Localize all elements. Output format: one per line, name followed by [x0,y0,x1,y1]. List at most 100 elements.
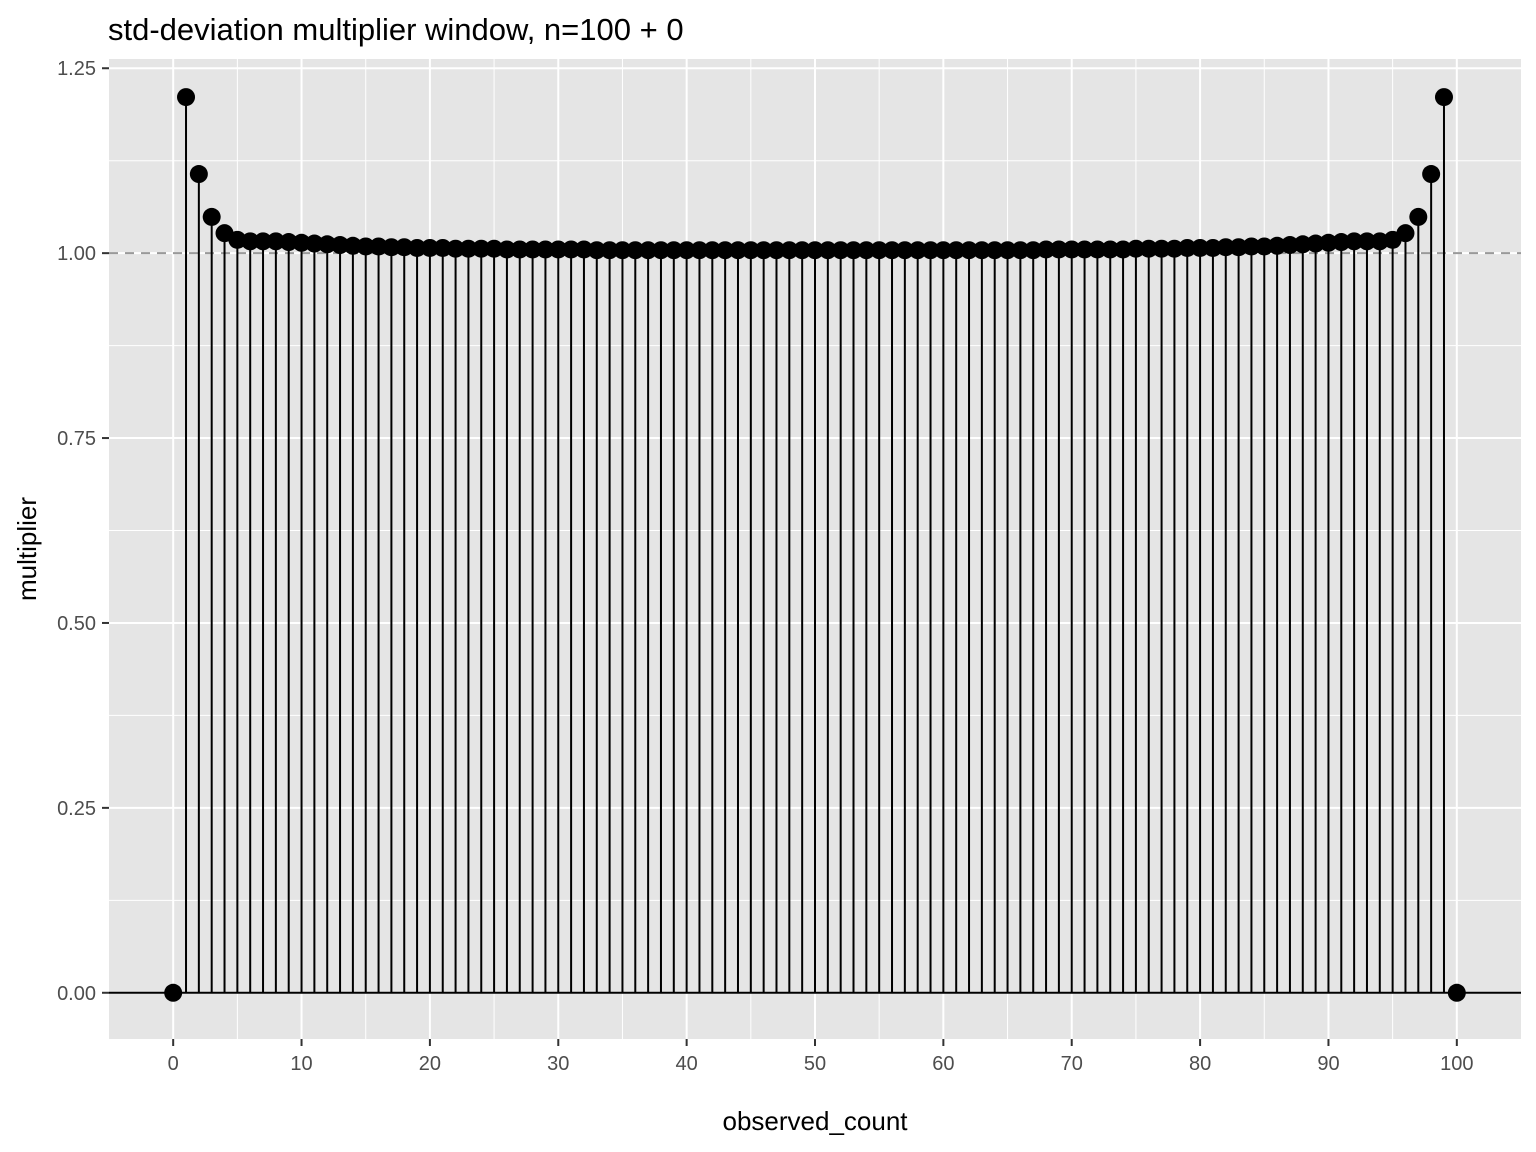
lollipop-marks [109,88,1521,1002]
y-tick-label: 0.25 [57,798,96,820]
x-tick-label: 80 [1189,1053,1211,1075]
data-point [574,240,593,259]
data-point [266,232,285,251]
data-point [1178,238,1197,257]
data-point [510,240,529,259]
data-point [1396,224,1415,243]
data-point [1345,232,1364,251]
data-point [741,241,760,260]
data-point [202,207,221,226]
data-point [1293,235,1312,254]
y-tick-label: 0.75 [57,428,96,450]
data-point [1357,232,1376,251]
y-tick-label: 1.00 [57,243,96,265]
x-tick-label: 60 [932,1053,954,1075]
data-point [947,241,966,260]
data-point [1075,240,1094,259]
data-point [972,241,991,260]
data-point [279,233,298,252]
data-point [459,239,478,258]
data-point [1191,238,1210,257]
y-tick-label: 0.00 [57,983,96,1005]
x-tick-label: 30 [547,1053,569,1075]
data-point [382,238,401,257]
data-point [767,241,786,260]
y-axis-title: multiplier [12,497,42,601]
data-point [998,241,1017,260]
data-point [1037,240,1056,259]
data-point [883,241,902,260]
data-point [1409,207,1428,226]
data-point [831,241,850,260]
data-point [1319,233,1338,252]
data-point [1114,240,1133,259]
data-point [908,241,927,260]
data-point [189,165,208,184]
data-point [562,240,581,259]
data-point [1229,238,1248,257]
data-point [716,241,735,260]
data-point [639,241,658,260]
data-point [446,239,465,258]
x-tick-label: 100 [1440,1053,1473,1075]
data-point [1024,241,1043,260]
data-point [1332,233,1351,252]
data-point [1306,234,1325,253]
data-point [818,241,837,260]
data-point [305,234,324,253]
data-point [895,241,914,260]
data-point [1101,240,1120,259]
data-point [793,241,812,260]
data-point [408,238,427,257]
data-point [587,241,606,260]
data-point [626,241,645,260]
data-point [1152,239,1171,258]
data-point [395,238,414,257]
data-point [1280,236,1299,255]
data-point [844,241,863,260]
data-point [1088,240,1107,259]
x-tick-label: 40 [676,1053,698,1075]
data-point [497,240,516,259]
data-point [1447,983,1466,1002]
x-tick-label: 50 [804,1053,826,1075]
data-point [1216,238,1235,257]
data-point [1434,88,1453,107]
data-point [164,983,183,1002]
data-point [985,241,1004,260]
x-tick-label: 0 [168,1053,179,1075]
data-point [870,241,889,260]
data-point [292,233,311,252]
data-point [677,241,696,260]
data-point [485,239,504,258]
data-point [728,241,747,260]
data-point [1062,240,1081,259]
data-point [921,241,940,260]
data-point [600,241,619,260]
y-tick-label: 0.50 [57,613,96,635]
data-point [254,232,273,251]
data-point [472,239,491,258]
data-point [1203,238,1222,257]
data-point [523,240,542,259]
data-point [1049,240,1068,259]
data-point [1139,239,1158,258]
data-point [356,237,375,256]
data-point [613,241,632,260]
data-point [651,241,670,260]
data-point [331,236,350,255]
x-tick-label: 10 [290,1053,312,1075]
chart-title: std-deviation multiplier window, n=100 +… [108,12,684,47]
y-tick-label: 1.25 [57,58,96,80]
data-point [1242,237,1261,256]
x-tick-label: 20 [419,1053,441,1075]
data-point [960,241,979,260]
data-point [369,237,388,256]
data-point [1255,237,1274,256]
data-point [1422,165,1441,184]
x-tick-label: 90 [1317,1053,1339,1075]
data-point [318,235,337,254]
data-point [754,241,773,260]
data-point [780,241,799,260]
data-point [343,236,362,255]
